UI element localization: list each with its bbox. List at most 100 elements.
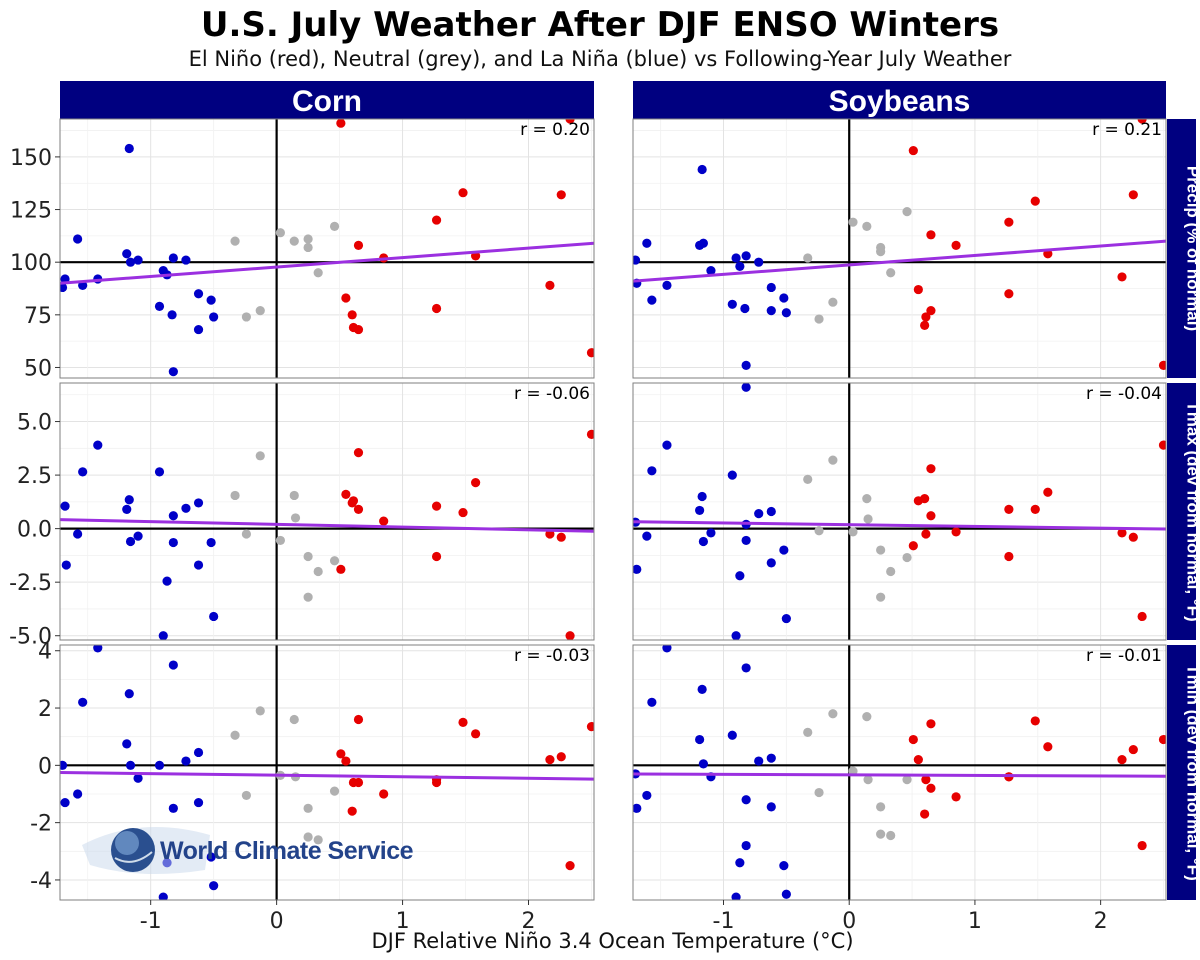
data-point — [122, 739, 132, 749]
data-point — [275, 228, 286, 238]
row-strip-label: Tmax (dev from normal, °F) — [1184, 401, 1200, 621]
data-point — [341, 756, 351, 766]
data-point — [803, 253, 813, 263]
data-point — [921, 312, 931, 322]
data-point — [230, 490, 240, 501]
data-point — [908, 734, 918, 745]
x-tick-label: 2 — [1094, 909, 1108, 934]
data-point — [255, 306, 265, 316]
data-point — [695, 505, 705, 516]
data-point — [193, 324, 204, 335]
data-point — [926, 511, 936, 521]
data-point — [740, 303, 750, 314]
data-point — [168, 537, 178, 548]
data-point — [1137, 119, 1147, 124]
data-point — [1137, 840, 1147, 851]
data-point — [168, 803, 178, 813]
data-point — [781, 889, 791, 899]
data-point — [697, 491, 707, 502]
data-point — [545, 755, 555, 765]
data-point — [647, 697, 657, 707]
data-point — [766, 506, 776, 517]
data-point — [1128, 532, 1138, 542]
data-point — [348, 496, 359, 506]
data-point — [876, 247, 886, 257]
data-point — [926, 719, 936, 729]
data-point — [122, 504, 132, 514]
data-point — [920, 809, 930, 819]
data-point — [313, 268, 323, 278]
row-strip-1 — [1167, 119, 1196, 378]
data-point — [814, 526, 824, 536]
data-point — [206, 537, 216, 548]
column-strip-corn — [60, 81, 594, 119]
data-point — [876, 592, 886, 602]
data-point — [193, 797, 204, 808]
data-point — [754, 257, 764, 267]
data-point — [313, 566, 323, 577]
data-point — [1158, 360, 1166, 370]
data-point — [642, 238, 652, 248]
data-point — [458, 188, 468, 198]
data-point — [695, 734, 705, 745]
x-tick-label: -1 — [140, 909, 162, 934]
data-point — [379, 516, 389, 526]
data-point — [289, 714, 299, 725]
data-point — [642, 790, 652, 801]
data-point — [902, 775, 912, 785]
data-point — [647, 295, 657, 305]
correlation-label: r = -0.04 — [1086, 384, 1162, 404]
data-point — [908, 145, 918, 156]
data-point — [341, 293, 351, 303]
y-tick-label: -2.5 — [9, 571, 52, 596]
panel-corn-1 — [60, 119, 594, 378]
data-point — [133, 531, 143, 541]
data-point — [828, 455, 838, 465]
data-point — [168, 660, 178, 670]
data-point — [741, 251, 751, 261]
data-point — [741, 795, 751, 805]
data-point — [193, 560, 204, 570]
correlation-label: r = -0.03 — [514, 646, 590, 666]
data-point — [1128, 744, 1138, 755]
panel-corn-2 — [60, 383, 594, 640]
data-point — [60, 760, 68, 770]
data-point — [902, 552, 912, 563]
data-point — [766, 306, 776, 316]
trend-line — [60, 771, 594, 781]
data-point — [1117, 528, 1127, 538]
column-strip-label: Corn — [292, 85, 362, 118]
data-point — [735, 261, 745, 271]
data-point — [206, 295, 216, 305]
panel-border — [632, 118, 1167, 379]
data-point — [303, 832, 313, 842]
data-point — [379, 789, 389, 799]
data-point — [779, 545, 789, 555]
column-strip-soybeans — [633, 81, 1166, 119]
data-point — [951, 240, 961, 250]
data-point — [926, 230, 936, 240]
y-tick-label: 150 — [10, 146, 52, 171]
data-point — [1004, 504, 1014, 514]
data-point — [353, 448, 364, 458]
data-point — [336, 749, 346, 759]
y-tick-label: 125 — [10, 199, 52, 224]
data-point — [1158, 440, 1166, 450]
data-point — [168, 367, 178, 377]
x-tick-label: 2 — [522, 909, 536, 934]
data-point — [727, 730, 737, 740]
data-point — [951, 792, 961, 802]
y-tick-label: 4 — [38, 640, 52, 665]
data-point — [78, 697, 88, 707]
data-point — [862, 221, 872, 231]
data-point — [168, 511, 178, 521]
data-point — [303, 242, 313, 253]
panel-border — [59, 118, 595, 379]
data-point — [1004, 551, 1014, 562]
row-strip-2 — [1167, 383, 1196, 640]
data-point — [60, 282, 68, 293]
data-point — [289, 236, 299, 246]
data-point — [698, 759, 708, 769]
data-point — [886, 268, 896, 278]
data-point — [803, 727, 813, 737]
